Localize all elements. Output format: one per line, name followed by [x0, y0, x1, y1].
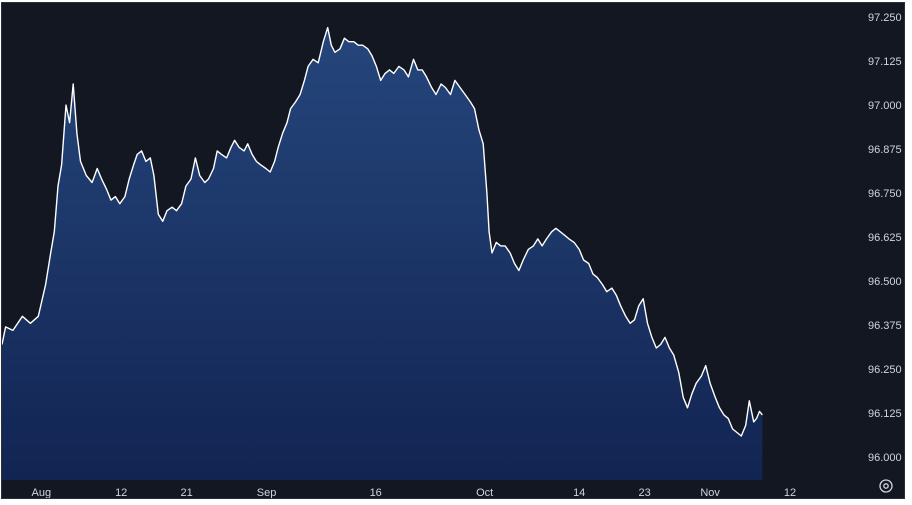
plot-area	[2, 26, 763, 480]
price-chart[interactable]: 97.250 97.125 97.000 96.875 96.750 96.625 96.5…	[2, 3, 905, 499]
y-tick-label: 96.750	[868, 188, 902, 200]
y-tick-label: 97.125	[868, 56, 902, 68]
x-tick-label: 14	[573, 487, 585, 499]
price-area-fill	[2, 27, 763, 480]
x-tick-label: Sep	[257, 487, 277, 499]
x-tick-label: Nov	[700, 487, 720, 499]
x-tick-label: 23	[638, 487, 650, 499]
y-tick-label: 96.875	[868, 144, 902, 156]
x-tick-label: Oct	[476, 487, 493, 499]
y-tick-label: 96.625	[868, 232, 902, 244]
y-tick-label: 96.250	[868, 364, 902, 376]
x-tick-label: 21	[180, 487, 192, 499]
x-tick-label: 12	[115, 487, 127, 499]
y-tick-label: 96.375	[868, 320, 902, 332]
y-tick-label: 97.250	[868, 12, 902, 24]
price-line	[2, 26, 763, 437]
y-tick-label: 96.125	[868, 408, 902, 420]
x-tick-label: 12	[784, 487, 796, 499]
x-axis: Aug 12 21 Sep 16 Oct 14 23 Nov 12	[32, 487, 797, 499]
x-tick-label: Aug	[32, 487, 52, 499]
x-tick-label: 16	[370, 487, 382, 499]
chart-settings-icon[interactable]	[878, 478, 894, 494]
y-tick-label: 97.000	[868, 100, 902, 112]
y-tick-label: 96.500	[868, 276, 902, 288]
y-tick-label: 96.000	[868, 452, 902, 464]
chart-frame: 97.250 97.125 97.000 96.875 96.750 96.625 96.5…	[1, 2, 905, 499]
y-axis: 97.250 97.125 97.000 96.875 96.750 96.625 96.5…	[868, 12, 902, 464]
